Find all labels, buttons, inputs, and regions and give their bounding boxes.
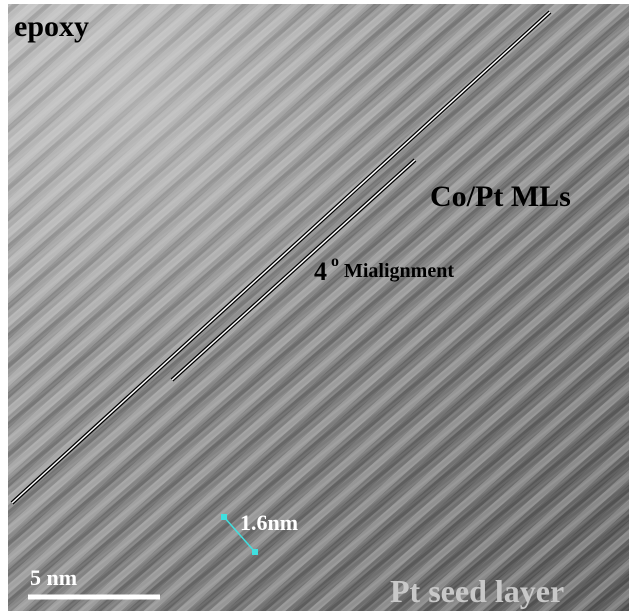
page: TEM micrograph html, body { margin: 0; p… [0,0,631,613]
body: {"image": { "labels": { "epoxy": "epoxy"… [0,0,631,613]
marker-end [221,514,227,520]
seed-label: Pt seed layer [390,573,564,609]
degree-label: o [331,253,339,270]
marker-end [252,549,258,555]
misalignment-label: Mialignment [344,260,454,282]
spacing-label: 1.6nm [240,510,298,535]
scale-bar-label: 5 nm [30,565,77,590]
epoxy-label: epoxy [14,10,89,43]
epoxy-haze [8,4,629,611]
layers-label: Co/Pt MLs [430,180,571,213]
micrograph: epoxy Co/Pt MLs 4 o Mialignment 1.6nm 5 … [0,0,631,613]
angle-label: 4 [314,257,327,286]
